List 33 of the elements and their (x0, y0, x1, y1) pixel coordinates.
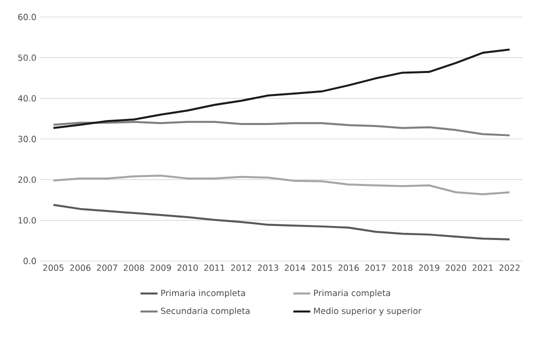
line-series (52, 204, 511, 240)
x-tick-label: 2018 (392, 264, 412, 271)
x-tick-label: 2011 (204, 264, 224, 271)
x-tick-label: 2012 (231, 264, 252, 271)
x-tick-label: 2015 (312, 264, 332, 271)
x-tick-label: 2013 (258, 264, 278, 271)
legend-label: Medio superior y superior (314, 307, 422, 316)
x-tick-label: 2007 (96, 264, 118, 271)
x-tick-label: 2005 (43, 264, 64, 271)
x-tick-label: 2008 (124, 264, 144, 271)
x-tick-label: 2022 (499, 264, 520, 271)
x-tick-label: 2017 (365, 264, 386, 271)
x-tick-label: 2010 (177, 264, 198, 271)
y-tick-label: 0.0 (24, 258, 36, 264)
legend-label: Primaria incompleta (161, 290, 245, 298)
legend-label: Secundaria completa (161, 307, 250, 316)
x-tick-label: 2020 (446, 264, 466, 271)
line-series (52, 174, 511, 196)
x-tick-label: 2014 (284, 264, 306, 271)
x-tick-label: 2021 (472, 264, 493, 271)
y-tick-label: 10.0 (18, 217, 36, 224)
y-tick-label: 40.0 (18, 95, 36, 102)
x-tick-label: 2006 (70, 264, 90, 271)
line-series (52, 48, 511, 130)
y-tick-label: 20.0 (18, 176, 36, 183)
y-tick-label: 60.0 (18, 14, 36, 20)
x-tick-label: 2019 (418, 264, 440, 271)
legend-label: Primaria completa (314, 290, 390, 298)
x-tick-label: 2016 (338, 264, 359, 271)
y-tick-label: 30.0 (18, 136, 36, 142)
y-tick-label: 50.0 (18, 54, 36, 61)
x-tick-label: 2009 (150, 264, 171, 271)
line-series (52, 120, 511, 136)
